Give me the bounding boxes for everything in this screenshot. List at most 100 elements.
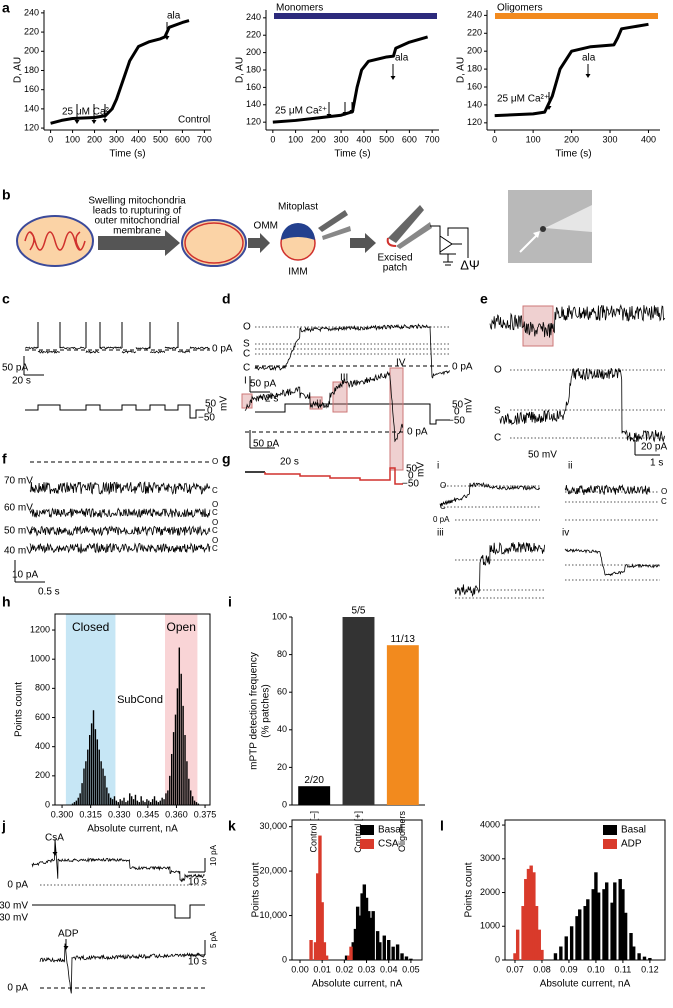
label: 0 (45, 799, 50, 809)
label: ala (582, 53, 596, 64)
label: 160 (467, 81, 482, 91)
bar (540, 949, 544, 960)
bar (96, 739, 99, 805)
label: 140 (246, 99, 261, 109)
label: O (243, 322, 251, 333)
label: 0.11 (614, 964, 631, 974)
label: 100 (272, 611, 287, 621)
trace (24, 346, 38, 350)
label: mV (464, 398, 475, 413)
panel-label: j (1, 818, 6, 834)
bar (360, 893, 364, 960)
bar (88, 735, 91, 805)
bar (382, 935, 386, 960)
trace (135, 346, 151, 350)
bar (322, 942, 327, 960)
label: C (661, 497, 667, 506)
label: 0 (408, 471, 414, 482)
bar (176, 688, 179, 805)
bar (320, 902, 324, 960)
arrow-head (63, 946, 69, 950)
trace (439, 482, 541, 507)
label: 20 pA (641, 442, 667, 453)
label: 100 (288, 134, 303, 144)
label: 0 pA (433, 515, 450, 524)
label: 60 (277, 687, 287, 697)
panel-label: g (222, 451, 231, 467)
label: mV (416, 462, 427, 477)
legend-swatch (360, 839, 374, 849)
bar (349, 946, 353, 960)
bar (165, 793, 167, 805)
label: 30 mV (0, 901, 28, 912)
label: 50 (406, 464, 418, 475)
bar (602, 889, 606, 960)
bar (136, 800, 139, 805)
trace (99, 346, 122, 350)
bar (318, 835, 322, 960)
trace (29, 525, 211, 537)
label: 240 (24, 7, 39, 17)
label: 0.330 (108, 809, 131, 819)
panel-label: c (2, 291, 10, 307)
label: 0.10 (587, 964, 605, 974)
label: Time (s) (555, 149, 591, 160)
label: 0.07 (506, 964, 524, 974)
bar (642, 956, 647, 960)
label: 20 s (280, 457, 299, 468)
bar (109, 797, 112, 805)
label: Oligomers (397, 811, 407, 853)
bar (391, 946, 395, 960)
bar (351, 942, 355, 960)
label: 0 (48, 134, 53, 144)
label: 200 (35, 770, 50, 780)
label: −50 (448, 416, 465, 427)
label: (% patches) (261, 684, 272, 737)
bar (578, 909, 582, 960)
bar (313, 942, 318, 960)
arrow-head (102, 119, 108, 123)
bar (130, 796, 133, 805)
label: Closed (72, 620, 109, 634)
label: 600 (35, 712, 50, 722)
label: patch (383, 263, 407, 274)
label: i (437, 461, 439, 472)
label: 4000 (480, 819, 500, 829)
label: 180 (467, 63, 482, 73)
diagram (16, 190, 592, 267)
label: 300 (603, 134, 618, 144)
label: 0.00 (291, 964, 309, 974)
bar (537, 929, 541, 960)
bar (127, 800, 129, 805)
condition-bar (274, 13, 437, 19)
label: 200 (246, 47, 261, 57)
bar (355, 906, 360, 960)
label: 0.375 (194, 809, 217, 819)
bar (513, 953, 517, 960)
panel-label: k (228, 818, 236, 834)
bar (104, 775, 106, 805)
label: Monomers (276, 3, 323, 14)
label: 50 mV (528, 450, 557, 461)
label: 0 (270, 134, 275, 144)
bar (79, 793, 81, 805)
trace (499, 367, 666, 443)
label: C (243, 363, 250, 374)
bar (138, 802, 140, 805)
label: 10 s (188, 957, 207, 968)
label: Open (167, 620, 196, 634)
label: 0.360 (165, 809, 188, 819)
label: S (243, 339, 250, 350)
label: 40 (277, 724, 287, 734)
label: CsA (45, 833, 64, 844)
label: 140 (467, 99, 482, 109)
bar (526, 868, 531, 960)
panel-label: b (2, 187, 11, 203)
bar (629, 933, 633, 960)
trace (121, 350, 137, 354)
bar (98, 749, 100, 805)
label: 500 (153, 134, 168, 144)
bar (190, 790, 192, 805)
highlight (332, 381, 348, 413)
label: 180 (24, 65, 39, 75)
